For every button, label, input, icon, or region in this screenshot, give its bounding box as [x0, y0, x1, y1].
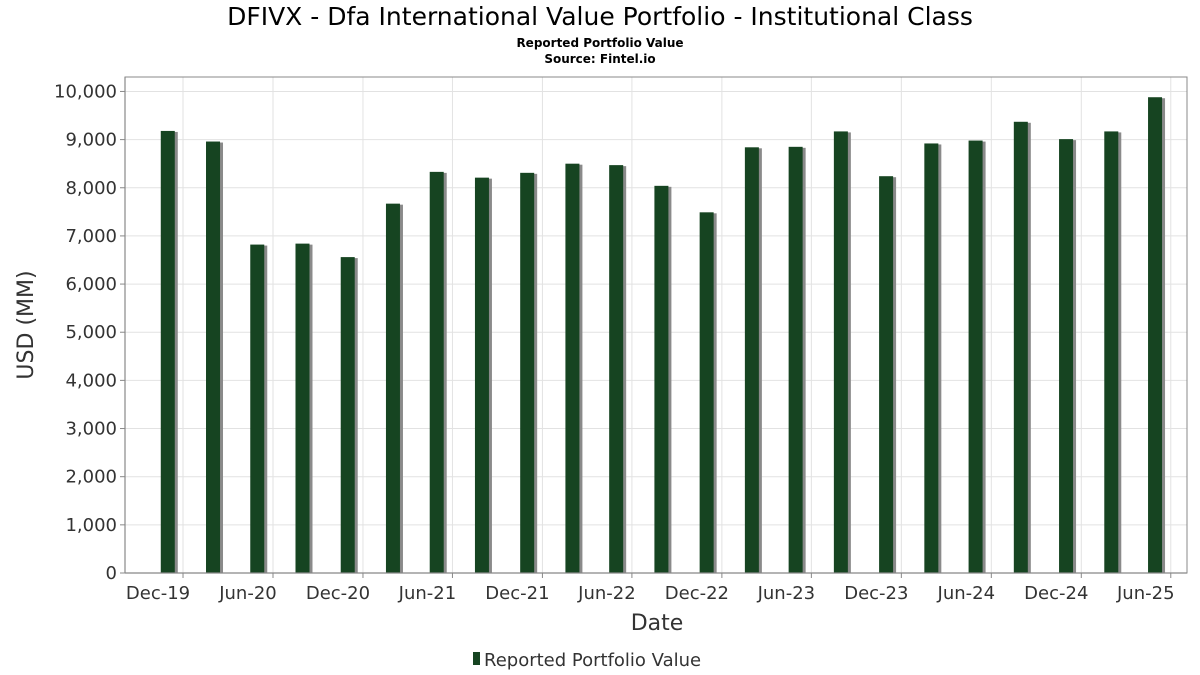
bar: [1059, 139, 1074, 573]
bar: [924, 143, 939, 573]
x-tick-label: Dec-23: [844, 583, 908, 604]
y-tick-label: 1,000: [65, 515, 117, 536]
bar: [833, 131, 848, 573]
x-tick-label: Dec-21: [485, 583, 549, 604]
y-tick-label: 10,000: [54, 81, 117, 102]
x-tick-label: Jun-22: [577, 583, 636, 604]
legend-label: Reported Portfolio Value: [484, 650, 701, 671]
x-tick-label: Dec-24: [1024, 583, 1088, 604]
bar: [295, 243, 310, 573]
x-tick-label: Jun-23: [757, 583, 816, 604]
bar: [429, 171, 444, 573]
y-tick-label: 5,000: [65, 322, 117, 343]
chart-subtitle: Reported Portfolio Value: [516, 36, 684, 50]
y-tick-label: 4,000: [65, 370, 117, 391]
x-tick-label: Jun-20: [218, 583, 277, 604]
y-tick-label: 7,000: [65, 226, 117, 247]
x-tick-label: Dec-22: [665, 583, 729, 604]
bars: [160, 97, 1166, 574]
y-tick-label: 8,000: [65, 178, 117, 199]
bar: [699, 212, 714, 573]
legend: Reported Portfolio Value: [473, 650, 701, 671]
legend-swatch: [473, 652, 480, 665]
bar: [744, 147, 759, 573]
bar: [968, 140, 983, 573]
bar: [609, 165, 624, 573]
bar: [1148, 97, 1163, 573]
bar: [385, 203, 400, 573]
bar: [206, 141, 221, 574]
y-tick-label: 3,000: [65, 419, 117, 440]
bar: [1013, 121, 1028, 573]
axes: 0 1,000 2,000 3,000 4,000 5,000 6,000 7,000 8,00…: [54, 77, 1187, 604]
chart-title: DFIVX - Dfa International Value Portfoli…: [227, 2, 973, 31]
bar: [788, 146, 803, 573]
y-tick-label: 6,000: [65, 274, 117, 295]
y-axis-title: USD (MM): [14, 270, 39, 379]
chart-source: Source: Fintel.io: [544, 52, 656, 66]
bar: [160, 130, 175, 574]
bar: [879, 176, 894, 573]
y-tick-label: 0: [106, 563, 117, 584]
bar: [474, 177, 489, 573]
y-tick-label: 9,000: [65, 130, 117, 151]
bar: [565, 163, 580, 573]
bar: [654, 185, 669, 574]
x-tick-label: Jun-21: [398, 583, 457, 604]
x-tick-label: Dec-19: [126, 583, 190, 604]
x-tick-label: Jun-24: [937, 583, 996, 604]
bar: [250, 244, 265, 574]
x-axis-title: Date: [631, 611, 684, 636]
x-tick-label: Jun-25: [1116, 583, 1175, 604]
x-tick-label: Dec-20: [306, 583, 370, 604]
bar: [520, 172, 535, 573]
bar: [340, 257, 355, 573]
bar: [1104, 131, 1119, 573]
y-tick-label: 2,000: [65, 467, 117, 488]
